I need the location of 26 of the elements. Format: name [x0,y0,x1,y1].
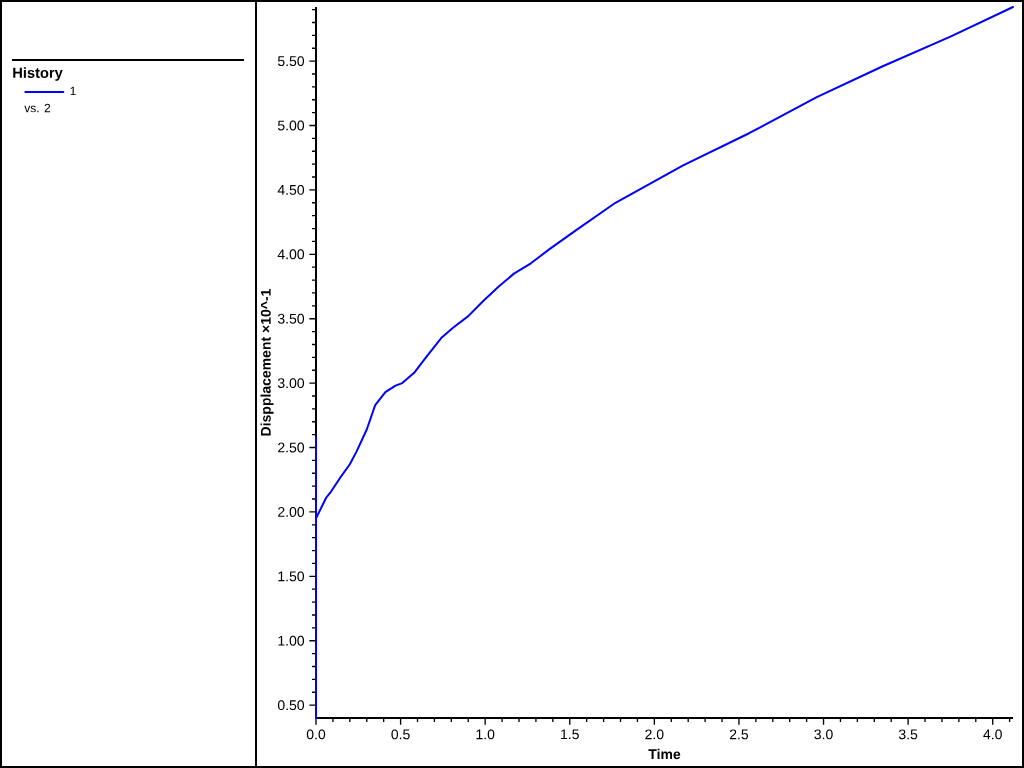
x-tick-label: 2.0 [645,729,664,740]
y-tick-label: 3.50 [277,313,305,324]
y-tick-label: 0.50 [277,700,305,711]
legend-title: History [13,67,63,81]
x-tick-label: 2.5 [729,729,749,740]
y-tick-label: 1.00 [278,635,305,646]
legend-label: 1 [70,86,76,96]
text: vs. 2 [24,103,51,113]
x-tick-label: 4.0 [983,729,1002,740]
x-tick-label: 0.0 [306,729,326,740]
y-tick-label: 4.00 [277,249,305,260]
x-tick-label: 3.0 [814,729,833,740]
y-axis-title: Dispplacement ×10^-1 [260,289,274,436]
y-tick-label: 2.50 [278,442,305,453]
line-series [315,6,1015,720]
x-tick-label: 1.0 [476,729,495,740]
y-tick-label: 3.00 [277,378,305,389]
y-tick-label: 2.00 [278,506,305,517]
x-axis-title: Time [648,748,681,760]
x-tick-label: 1.5 [561,729,579,740]
x-tick-label: 3.5 [898,729,918,740]
y-tick-label: 1.50 [278,571,305,582]
x-tick-label: 0.5 [391,729,410,740]
y-tick-label: 5.00 [277,120,305,131]
y-tick-label: 4.50 [277,184,305,195]
y-tick-label: 5.50 [277,56,305,67]
